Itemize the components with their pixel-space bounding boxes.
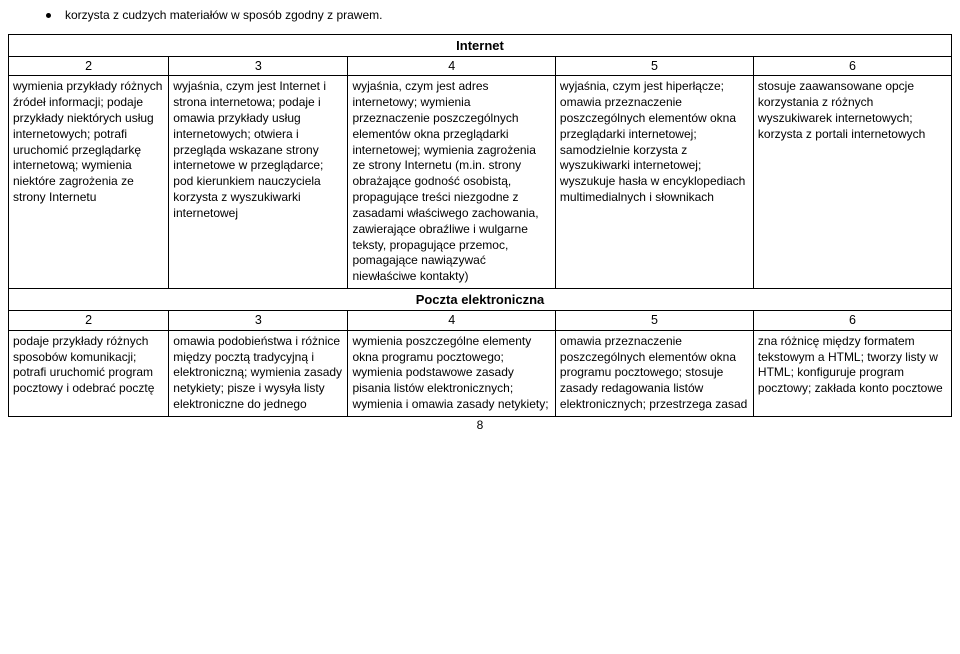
section1-num-row: 2 3 4 5 6 <box>9 56 952 76</box>
num-cell: 3 <box>169 56 348 76</box>
cell: omawia przeznaczenie poszczególnych elem… <box>555 330 753 416</box>
section1-header-row: Internet <box>9 34 952 56</box>
section2-title: Poczta elektroniczna <box>9 289 952 311</box>
num-cell: 6 <box>753 56 951 76</box>
num-cell: 5 <box>555 56 753 76</box>
cell: stosuje zaawansowane opcje korzystania z… <box>753 76 951 289</box>
num-cell: 3 <box>169 311 348 331</box>
num-cell: 5 <box>555 311 753 331</box>
cell: zna różnicę między formatem tekstowym a … <box>753 330 951 416</box>
section2-content-row: podaje przykłady różnych sposobów komuni… <box>9 330 952 416</box>
cell: podaje przykłady różnych sposobów komuni… <box>9 330 169 416</box>
section2-header-row: Poczta elektroniczna <box>9 289 952 311</box>
cell: omawia podobieństwa i różnice między poc… <box>169 330 348 416</box>
num-cell: 4 <box>348 311 555 331</box>
section1-title: Internet <box>9 34 952 56</box>
content-table: Internet 2 3 4 5 6 wymienia przykłady ró… <box>8 34 952 417</box>
num-cell: 2 <box>9 56 169 76</box>
cell: wymienia przykłady różnych źródeł inform… <box>9 76 169 289</box>
bullet-dot <box>46 13 51 18</box>
section1-content-row: wymienia przykłady różnych źródeł inform… <box>9 76 952 289</box>
cell: wyjaśnia, czym jest adres internetowy; w… <box>348 76 555 289</box>
page-number: 8 <box>8 418 952 432</box>
num-cell: 4 <box>348 56 555 76</box>
cell: wyjaśnia, czym jest Internet i strona in… <box>169 76 348 289</box>
num-cell: 6 <box>753 311 951 331</box>
bullet-text: korzysta z cudzych materiałów w sposób z… <box>65 8 382 24</box>
cell: wymienia poszczególne elementy okna prog… <box>348 330 555 416</box>
cell: wyjaśnia, czym jest hiperłącze; omawia p… <box>555 76 753 289</box>
num-cell: 2 <box>9 311 169 331</box>
bullet-line: korzysta z cudzych materiałów w sposób z… <box>46 8 952 24</box>
section2-num-row: 2 3 4 5 6 <box>9 311 952 331</box>
